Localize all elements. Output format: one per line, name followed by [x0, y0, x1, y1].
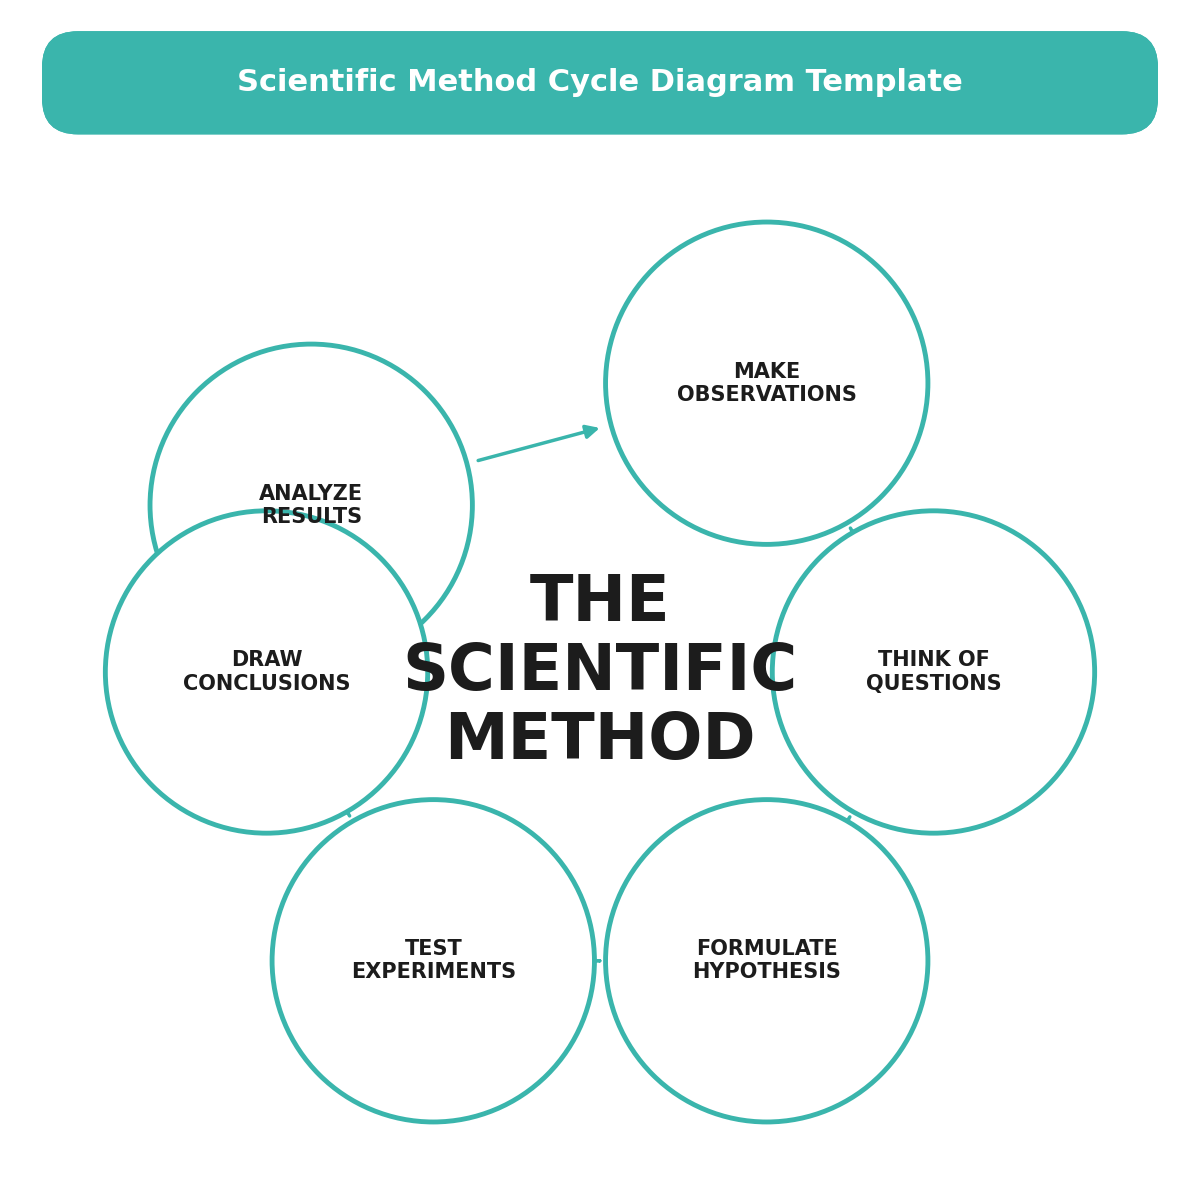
FancyArrowPatch shape: [338, 802, 349, 816]
Text: THINK OF
QUESTIONS: THINK OF QUESTIONS: [865, 650, 1001, 694]
Text: TEST
EXPERIMENTS: TEST EXPERIMENTS: [350, 940, 516, 983]
FancyArrowPatch shape: [838, 817, 850, 832]
Text: DRAW
CONCLUSIONS: DRAW CONCLUSIONS: [182, 650, 350, 694]
Text: Scientific Method Cycle Diagram Template: Scientific Method Cycle Diagram Template: [238, 68, 962, 97]
FancyArrowPatch shape: [478, 426, 596, 461]
Circle shape: [106, 511, 427, 833]
Circle shape: [150, 344, 473, 666]
Text: ANALYZE
RESULTS: ANALYZE RESULTS: [259, 484, 364, 527]
Circle shape: [606, 799, 928, 1122]
FancyArrowPatch shape: [586, 955, 600, 966]
FancyArrowPatch shape: [851, 528, 862, 542]
FancyArrowPatch shape: [266, 510, 310, 664]
Text: Scientific Method Cycle Diagram Template: Scientific Method Cycle Diagram Template: [238, 68, 962, 97]
Circle shape: [272, 799, 594, 1122]
Circle shape: [606, 222, 928, 545]
Text: FORMULATE
HYPOTHESIS: FORMULATE HYPOTHESIS: [692, 940, 841, 983]
Circle shape: [773, 511, 1094, 833]
Text: THE
SCIENTIFIC
METHOD: THE SCIENTIFIC METHOD: [402, 571, 798, 773]
Text: MAKE
OBSERVATIONS: MAKE OBSERVATIONS: [677, 361, 857, 404]
